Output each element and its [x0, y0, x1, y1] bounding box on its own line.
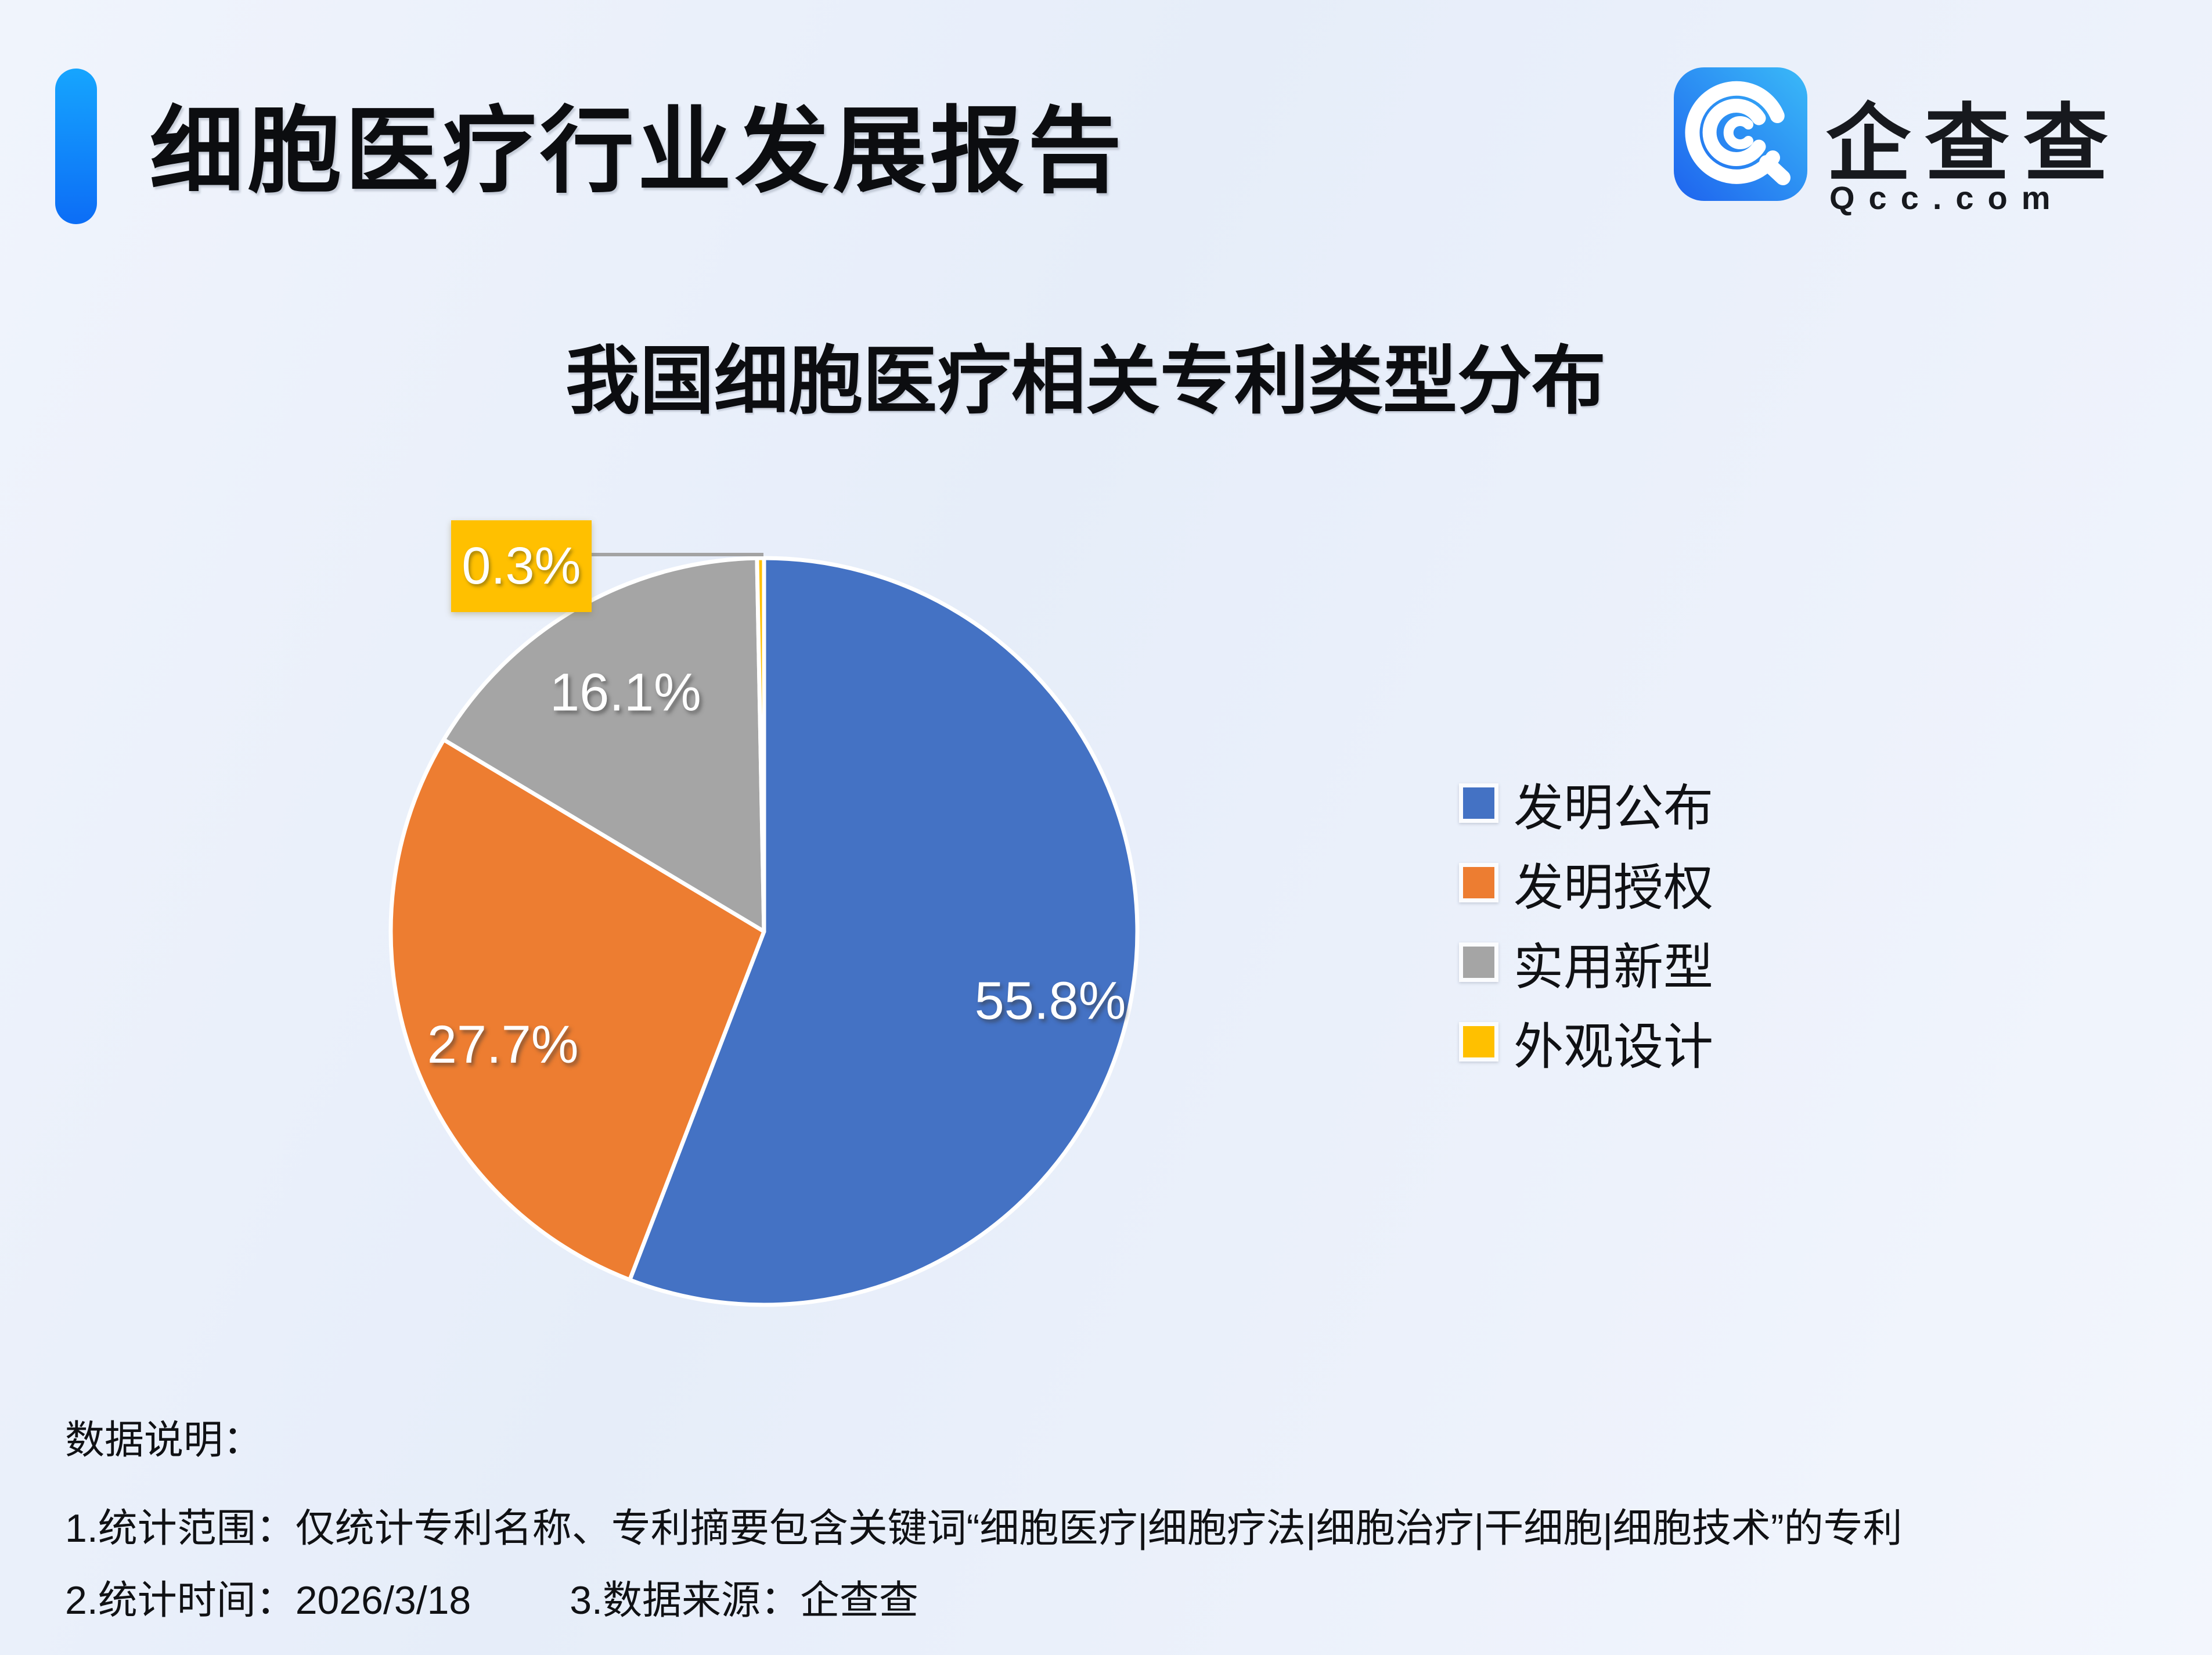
pie-slice-0	[628, 556, 1140, 1307]
legend-swatch-1	[1459, 863, 1498, 902]
qcc-brand-name: 企查查	[1826, 96, 2122, 191]
legend-label-3: 外观设计	[1514, 1019, 1713, 1075]
qcc-logo-icon	[1674, 67, 1807, 201]
legend-swatch-2	[1459, 942, 1498, 982]
pie-slice-3	[755, 556, 766, 934]
pie-chart: 55.8% 27.7% 16.1%	[388, 556, 1140, 1307]
callout-leader-line	[592, 553, 763, 556]
notes-data-source: 3.数据来源：企查查	[570, 1578, 918, 1622]
legend-item-3: 外观设计	[1459, 1010, 1713, 1075]
callout-value: 0.3%	[462, 537, 581, 595]
pie-label-1: 27.7%	[427, 1015, 579, 1074]
legend-swatch-3	[1459, 1022, 1498, 1062]
legend-label-2: 实用新型	[1514, 939, 1713, 995]
legend-label-0: 发明公布	[1514, 780, 1713, 836]
pie-slice-1	[388, 737, 766, 1282]
legend-item-1: 发明授权	[1459, 851, 1713, 916]
chart-title: 我国细胞医疗相关专利类型分布	[565, 340, 1606, 423]
qcc-brand-domain: Qcc.com	[1829, 179, 2065, 216]
page-title: 细胞医疗行业发展报告	[150, 99, 1125, 204]
notes-heading: 数据说明：	[65, 1418, 263, 1462]
legend-label-1: 发明授权	[1514, 859, 1713, 916]
legend-item-0: 发明公布	[1459, 771, 1713, 836]
chart-legend: 发明公布发明授权实用新型外观设计	[1459, 771, 1713, 1089]
pie-label-2: 16.1%	[550, 663, 701, 722]
title-accent-bar	[55, 69, 97, 224]
qcc-logo: 企查查 Qcc.com	[1674, 65, 2156, 216]
legend-swatch-0	[1459, 783, 1498, 823]
legend-item-2: 实用新型	[1459, 930, 1713, 995]
notes-line-2: 2.统计时间：2026/3/18 3.数据来源：企查查	[65, 1568, 918, 1625]
callout-box: 0.3%	[451, 520, 592, 612]
pie-label-0: 55.8%	[975, 972, 1126, 1031]
notes-line-1: 1.统计范围：仅统计专利名称、专利摘要包含关键词“细胞医疗|细胞疗法|细胞治疗|…	[65, 1506, 1903, 1550]
notes-stat-time: 2.统计时间：2026/3/18	[65, 1578, 471, 1622]
